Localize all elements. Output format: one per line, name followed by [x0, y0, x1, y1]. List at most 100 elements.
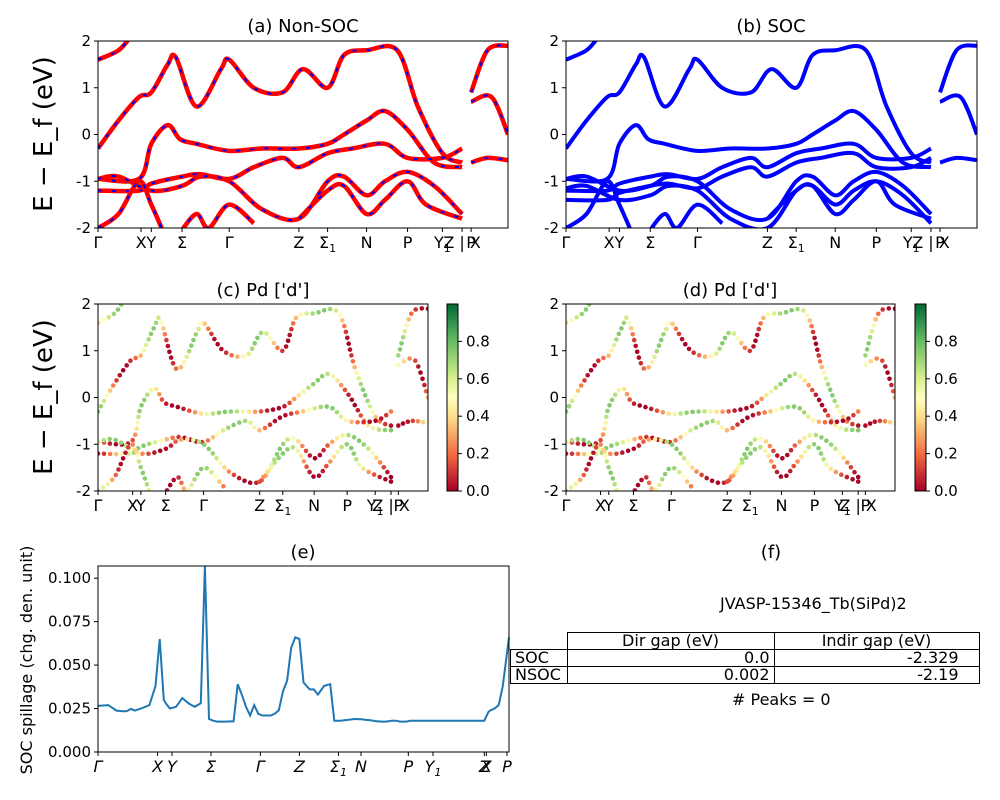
- band-point: [171, 477, 176, 483]
- band-point: [788, 447, 794, 453]
- band-point: [163, 446, 169, 452]
- band-point: [748, 441, 753, 447]
- band-point: [283, 344, 289, 349]
- kpath-label: Y: [603, 496, 614, 515]
- band-point: [354, 370, 359, 376]
- band-point: [106, 314, 112, 320]
- band-point: [819, 402, 825, 408]
- band-point: [688, 484, 694, 489]
- ytick-label: 1: [81, 342, 91, 360]
- band-point: [423, 389, 428, 394]
- band-line-blue-dashed: [98, 109, 463, 183]
- ytick-label: 0: [81, 126, 91, 144]
- band-point: [609, 348, 614, 353]
- band-point: [158, 438, 164, 444]
- band-point: [128, 358, 133, 364]
- band-point: [806, 382, 811, 388]
- band-point: [591, 450, 596, 456]
- band-point: [98, 439, 101, 445]
- band-point: [146, 337, 151, 342]
- band-point: [258, 330, 264, 336]
- band-point: [627, 320, 632, 326]
- band-point: [810, 418, 816, 423]
- band-point: [137, 408, 142, 414]
- band-point: [276, 405, 282, 411]
- panel-f-title: (f): [761, 542, 781, 563]
- band-point: [601, 447, 606, 453]
- band-point: [280, 451, 286, 456]
- band-point: [588, 456, 594, 461]
- band-line: [566, 141, 932, 194]
- band-point: [855, 479, 861, 484]
- colorbar-tick-label: 0.6: [934, 370, 958, 388]
- kpath-label: X: [151, 757, 164, 776]
- band-point: [839, 472, 844, 478]
- band-point: [210, 451, 216, 456]
- band-point: [754, 400, 760, 406]
- band-point: [316, 473, 322, 479]
- band-point: [819, 364, 825, 370]
- band-point: [146, 487, 152, 491]
- band-point: [416, 364, 421, 369]
- band-point: [575, 441, 581, 446]
- band-point: [346, 341, 352, 347]
- kpath-label: Γ: [667, 496, 676, 515]
- band-point: [130, 437, 135, 443]
- band-point: [614, 337, 619, 342]
- band-point: [170, 361, 176, 366]
- band-point: [404, 323, 409, 328]
- band-point: [802, 435, 807, 441]
- band-point: [196, 439, 202, 445]
- band-point: [306, 385, 311, 391]
- table-header-indir-gap: Indir gap (eV): [773, 632, 980, 650]
- band-point: [806, 444, 812, 450]
- band-point: [876, 311, 881, 317]
- band-point: [648, 406, 654, 412]
- band-point: [686, 346, 692, 352]
- band-point: [275, 345, 280, 351]
- band-point: [242, 418, 248, 424]
- band-point: [728, 474, 734, 480]
- band-point: [583, 307, 589, 312]
- band-point: [624, 391, 630, 397]
- band-point: [606, 353, 611, 359]
- ytick-label: 0: [549, 389, 559, 407]
- band-point: [612, 392, 618, 398]
- band-point: [614, 451, 619, 457]
- band-point: [419, 306, 425, 311]
- band-point: [109, 477, 115, 483]
- band-point: [596, 358, 601, 364]
- band-point: [795, 459, 800, 464]
- kpath-label: Γ: [256, 757, 266, 776]
- band-point: [641, 439, 646, 444]
- band-point: [851, 412, 856, 418]
- band-point: [871, 323, 876, 328]
- band-point: [409, 311, 414, 317]
- band-point: [830, 393, 835, 398]
- band-point: [584, 467, 589, 472]
- band-point: [805, 414, 811, 420]
- band-point: [187, 408, 192, 414]
- band-point: [566, 439, 569, 445]
- band-point: [681, 456, 687, 461]
- band-point: [122, 297, 127, 302]
- band-point: [634, 349, 640, 355]
- band-point: [146, 451, 151, 457]
- band-point: [164, 437, 170, 442]
- band-point: [886, 306, 892, 311]
- band-point: [654, 408, 660, 414]
- band-point: [272, 418, 278, 424]
- band-point: [358, 413, 364, 418]
- band-point: [825, 413, 831, 418]
- band-point: [669, 442, 675, 448]
- band-point: [807, 433, 813, 438]
- band-point: [586, 304, 592, 307]
- band-point: [257, 479, 263, 484]
- band-point: [787, 468, 793, 474]
- band-point: [280, 441, 286, 447]
- band-point: [867, 421, 873, 426]
- band-point: [848, 465, 854, 470]
- band-point: [277, 446, 283, 452]
- band-point: [601, 355, 606, 361]
- band-point: [702, 354, 708, 360]
